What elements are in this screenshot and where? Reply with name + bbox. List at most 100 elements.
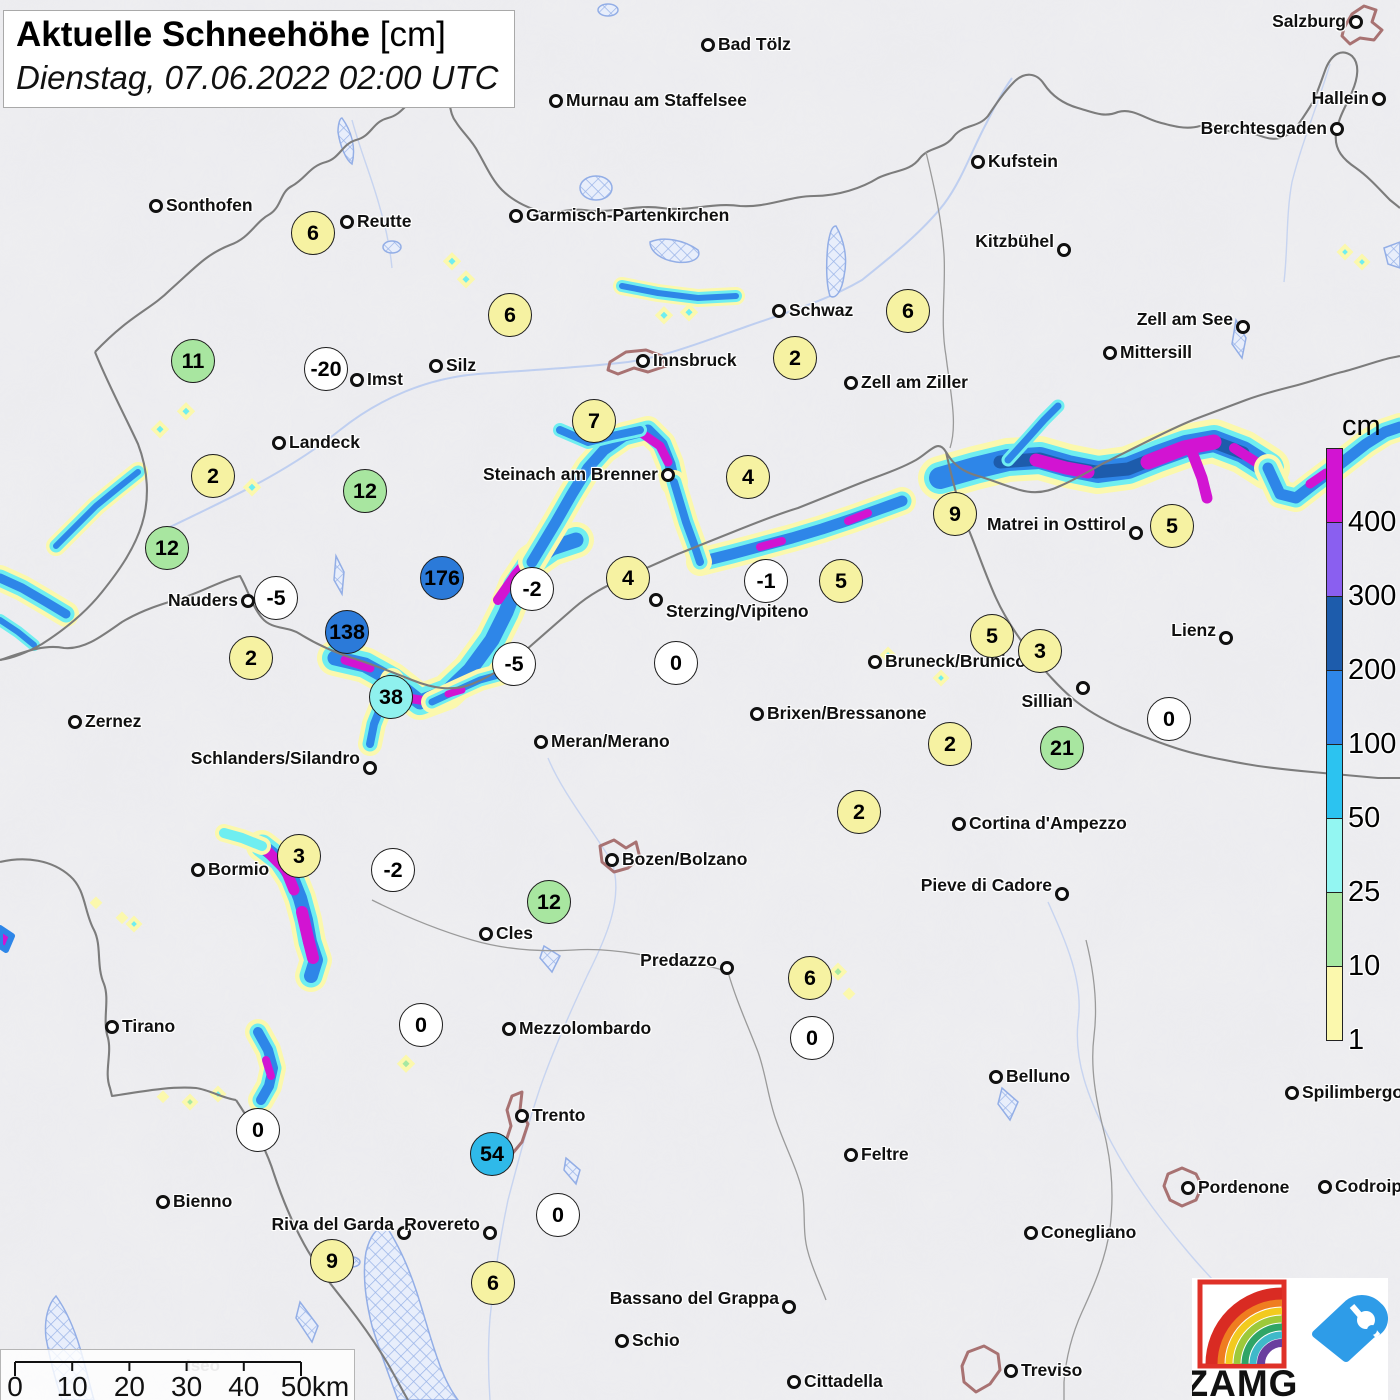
city-dot-icon [1076,681,1090,695]
city-label: Bad Tölz [718,34,791,54]
city-dot-icon [615,1334,629,1348]
station-marker: 12 [145,526,189,570]
city-boundary-outlines [503,4,1384,1394]
scale-label: 0 [7,1371,23,1400]
city-dot-icon [241,594,255,608]
city-label: Bassano del Grappa [609,1288,779,1308]
city-label: Rovereto [404,1214,480,1234]
city-dot-icon [502,1022,516,1036]
city-dot-icon [750,707,764,721]
city-label: Bruneck/Brunico [885,651,1026,671]
city-label: Schlanders/Silandro [190,748,360,768]
city-dot-icon [1004,1364,1018,1378]
legend-tick-label: 10 [1348,950,1381,982]
scale-ruler [14,1361,302,1376]
city-label: Pordenone [1198,1177,1290,1197]
city-label: Zell am Ziller [861,372,968,392]
city-dot-icon [952,817,966,831]
station-marker: -1 [744,559,788,603]
station-marker: 12 [527,880,571,924]
city-label: Innsbruck [653,350,737,370]
station-marker: 0 [790,1016,834,1060]
city-dot-icon [1285,1086,1299,1100]
station-marker: 7 [572,399,616,443]
station-marker: 12 [343,469,387,513]
city-label: Schwaz [789,300,854,320]
city-label: Kufstein [988,151,1058,171]
scale-label: 40 [228,1371,259,1400]
city-dot-icon [844,376,858,390]
city-label: Belluno [1006,1066,1071,1086]
station-marker: 9 [933,492,977,536]
city-label: Mezzolombardo [519,1018,652,1038]
legend-segment [1326,670,1343,745]
legend-segment [1326,966,1343,1041]
station-marker: 2 [773,336,817,380]
city-dot-icon [1055,887,1069,901]
city-label: Garmisch-Partenkirchen [526,205,730,225]
city-dot-icon [605,853,619,867]
city-label: Meran/Merano [551,731,670,751]
city-dot-icon [429,359,443,373]
city-dot-icon [1236,320,1250,334]
station-marker: 176 [420,556,464,600]
station-marker: 54 [470,1132,514,1176]
map-title-box: Aktuelle Schneehöhe [cm] Dienstag, 07.06… [3,10,516,108]
city-dot-icon [191,863,205,877]
city-dot-icon [868,655,882,669]
avalanche-service-logo [1312,1295,1388,1362]
color-legend: cm 400 300 200 100 50 25 10 1 [1326,410,1396,1056]
legend-tick-label: 25 [1348,876,1381,908]
scale-label: 20 [114,1371,145,1400]
city-label: Spilimbergo [1302,1082,1400,1102]
city-label: Sonthofen [166,195,253,215]
city-dot-icon [1129,526,1143,540]
city-dot-icon [534,735,548,749]
city-label: Steinach am Brenner [482,464,658,484]
station-marker: 21 [1040,726,1084,770]
legend-unit-label: cm [1342,410,1381,442]
province-borders [371,151,1113,1400]
city-dot-icon [844,1148,858,1162]
city-dot-icon [340,215,354,229]
city-label: Codroipo [1335,1176,1400,1196]
station-marker: 0 [236,1108,280,1152]
station-marker: 138 [325,610,369,654]
city-label: Feltre [861,1144,909,1164]
legend-segment [1326,818,1343,893]
title-unit: [cm] [379,15,446,54]
city-label: Cittadella [804,1371,883,1391]
city-dot-icon [105,1020,119,1034]
city-dot-icon [1372,92,1386,106]
station-marker: 6 [788,956,832,1000]
city-dot-icon [68,715,82,729]
city-label: Matrei in Osttirol [986,514,1126,534]
zamg-logo: ZAMG [1186,1279,1298,1400]
station-marker: 5 [1150,504,1194,548]
city-dot-icon [1103,346,1117,360]
station-marker: 6 [471,1261,515,1305]
station-marker: -2 [510,567,554,611]
city-label: Hallein [1311,88,1369,108]
city-dot-icon [636,354,650,368]
city-dot-icon [1318,1180,1332,1194]
city-label: Zell am See [1136,309,1233,329]
station-marker: 4 [606,556,650,600]
city-label: Kitzbühel [975,231,1054,251]
station-marker: 2 [191,454,235,498]
city-label: Reutte [357,211,412,231]
city-dot-icon [971,155,985,169]
city-label: Berchtesgaden [1200,118,1327,138]
city-label: Mittersill [1120,342,1192,362]
city-label: Cles [496,923,533,943]
zamg-wordmark: ZAMG [1192,1363,1298,1400]
city-dot-icon [661,468,675,482]
city-label: Cortina d'Ampezzo [969,813,1127,833]
city-label: Bozen/Bolzano [622,849,748,869]
station-marker: -5 [492,642,536,686]
city-dot-icon [649,593,663,607]
map-timestamp: Dienstag, 07.06.2022 02:00 UTC [16,59,499,96]
station-marker: 0 [536,1193,580,1237]
city-label: Pieve di Cadore [920,875,1052,895]
city-dot-icon [397,1226,411,1240]
